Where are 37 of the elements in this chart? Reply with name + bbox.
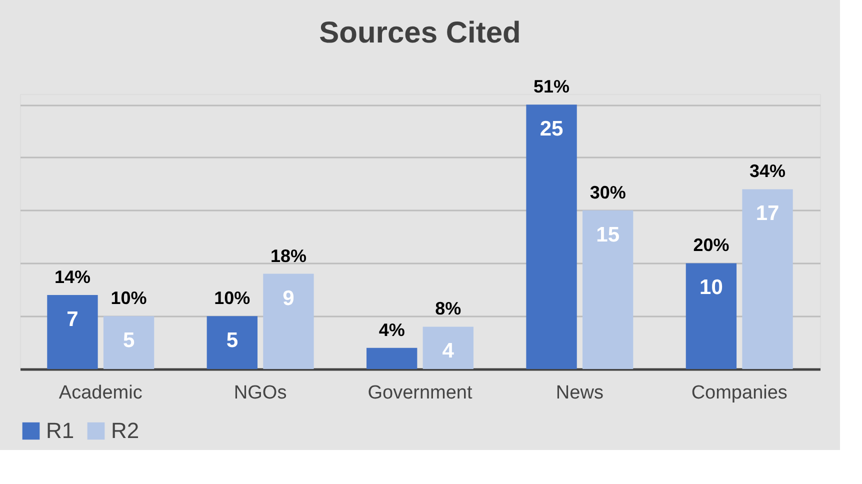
bar xyxy=(526,104,577,369)
bar xyxy=(103,316,154,369)
annotation: 20% xyxy=(693,235,730,256)
annotation: 10% xyxy=(214,288,250,308)
annotation: 30% xyxy=(590,182,626,202)
bar xyxy=(263,274,314,369)
data-label: 9 xyxy=(282,286,294,310)
data-label: 5 xyxy=(226,329,238,352)
legend-label: R2 xyxy=(111,418,140,443)
data-label: 17 xyxy=(756,202,780,226)
bar xyxy=(366,348,418,369)
data-label: 7 xyxy=(66,308,78,331)
x-tick-label: NGOs xyxy=(234,382,287,404)
annotation: 4% xyxy=(378,320,405,340)
bar xyxy=(686,263,737,369)
annotation: 18% xyxy=(270,246,306,266)
bar xyxy=(582,210,634,369)
chart-title: Sources Cited xyxy=(319,16,521,50)
annotation: 34% xyxy=(750,161,786,182)
data-label: 4 xyxy=(442,340,454,363)
x-tick-label: Government xyxy=(368,382,473,404)
data-label: 15 xyxy=(596,223,620,246)
annotation: 8% xyxy=(435,298,462,319)
x-tick-label: Academic xyxy=(58,382,142,404)
bar xyxy=(742,189,793,369)
annotation: 51% xyxy=(534,76,570,97)
data-label: 25 xyxy=(540,118,564,141)
x-tick-label: Companies xyxy=(691,382,788,404)
data-label: 5 xyxy=(122,329,135,352)
legend-label: R1 xyxy=(46,418,74,443)
x-tick-label: News xyxy=(556,382,604,404)
annotation: 10% xyxy=(110,288,147,308)
annotation: 14% xyxy=(54,266,90,287)
data-label: 10 xyxy=(700,276,723,300)
bar xyxy=(47,294,98,369)
bar xyxy=(422,326,474,369)
bar xyxy=(206,316,258,369)
